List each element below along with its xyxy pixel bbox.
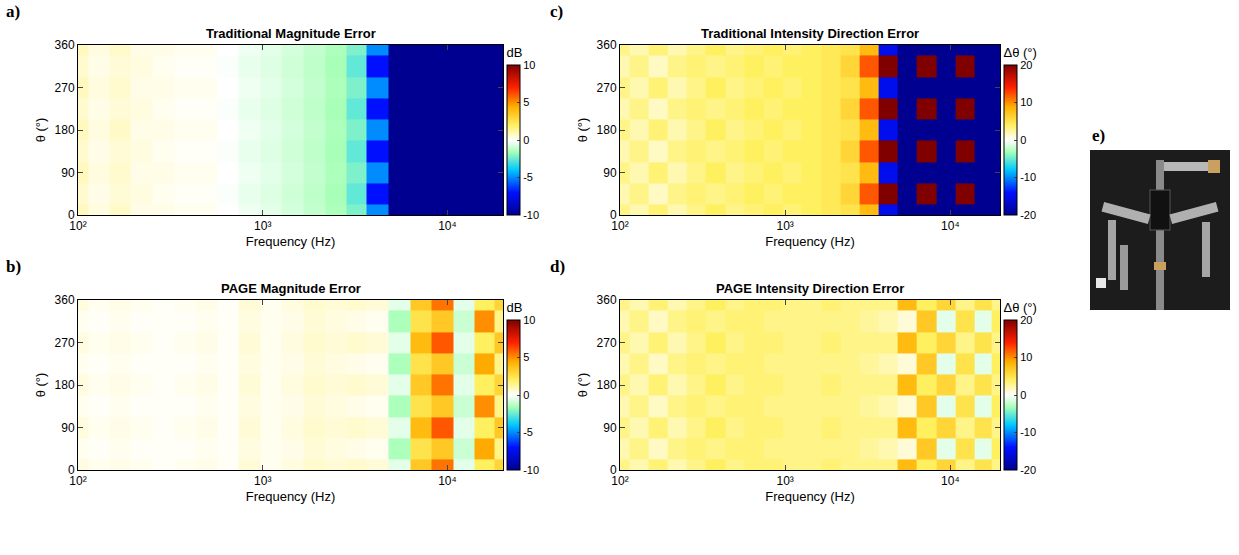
svg-text:0: 0 — [523, 134, 529, 146]
svg-text:Frequency (Hz): Frequency (Hz) — [246, 489, 336, 504]
svg-text:90: 90 — [61, 166, 75, 180]
svg-text:5: 5 — [523, 96, 529, 108]
svg-text:c): c) — [550, 2, 563, 21]
svg-text:-20: -20 — [1020, 209, 1036, 221]
svg-text:10⁴: 10⁴ — [438, 219, 457, 233]
svg-text:10³: 10³ — [776, 219, 793, 233]
svg-text:Traditional Magnitude Error: Traditional Magnitude Error — [206, 26, 376, 41]
svg-text:360: 360 — [597, 38, 617, 52]
svg-text:10: 10 — [1020, 96, 1032, 108]
svg-text:10⁴: 10⁴ — [941, 474, 960, 488]
svg-text:90: 90 — [603, 421, 617, 435]
svg-text:Frequency (Hz): Frequency (Hz) — [765, 234, 855, 249]
svg-text:0: 0 — [1020, 134, 1026, 146]
svg-text:0: 0 — [68, 463, 75, 477]
svg-text:0: 0 — [610, 463, 617, 477]
svg-text:90: 90 — [603, 166, 617, 180]
svg-text:θ (°): θ (°) — [33, 373, 48, 398]
svg-text:-5: -5 — [523, 171, 533, 183]
svg-text:θ (°): θ (°) — [575, 118, 590, 143]
svg-text:360: 360 — [55, 293, 75, 307]
svg-text:0: 0 — [1020, 389, 1026, 401]
svg-text:10²: 10² — [69, 474, 86, 488]
svg-text:Frequency (Hz): Frequency (Hz) — [765, 489, 855, 504]
svg-text:Frequency (Hz): Frequency (Hz) — [246, 234, 336, 249]
svg-text:270: 270 — [55, 336, 75, 350]
svg-text:-10: -10 — [523, 464, 539, 476]
svg-text:PAGE Intensity Direction Error: PAGE Intensity Direction Error — [716, 281, 904, 296]
svg-text:180: 180 — [55, 123, 75, 137]
html-text:e): e) — [1092, 126, 1106, 145]
svg-text:0: 0 — [610, 208, 617, 222]
svg-text:d): d) — [550, 257, 565, 276]
svg-text:dB: dB — [507, 45, 523, 60]
svg-text:20: 20 — [1020, 59, 1032, 71]
svg-text:180: 180 — [597, 378, 617, 392]
svg-text:10⁴: 10⁴ — [438, 474, 457, 488]
svg-text:Δθ (°): Δθ (°) — [1004, 300, 1037, 315]
svg-text:20: 20 — [1020, 314, 1032, 326]
svg-text:10²: 10² — [69, 219, 86, 233]
svg-text:180: 180 — [597, 123, 617, 137]
svg-text:90: 90 — [61, 421, 75, 435]
svg-text:10: 10 — [523, 314, 535, 326]
svg-text:a): a) — [6, 2, 20, 21]
svg-text:270: 270 — [597, 81, 617, 95]
svg-text:-5: -5 — [523, 426, 533, 438]
svg-text:10⁴: 10⁴ — [941, 219, 960, 233]
svg-text:dB: dB — [507, 300, 523, 315]
svg-text:-10: -10 — [523, 209, 539, 221]
svg-text:0: 0 — [523, 389, 529, 401]
svg-text:270: 270 — [55, 81, 75, 95]
svg-text:180: 180 — [55, 378, 75, 392]
svg-text:10³: 10³ — [776, 474, 793, 488]
svg-text:10²: 10² — [611, 474, 628, 488]
svg-text:360: 360 — [55, 38, 75, 52]
svg-text:b): b) — [6, 257, 21, 276]
svg-text:10: 10 — [1020, 351, 1032, 363]
svg-text:10³: 10³ — [254, 474, 271, 488]
svg-text:θ (°): θ (°) — [575, 373, 590, 398]
svg-text:10³: 10³ — [254, 219, 271, 233]
svg-text:270: 270 — [597, 336, 617, 350]
svg-text:-10: -10 — [1020, 171, 1036, 183]
svg-text:Traditional Intensity Directio: Traditional Intensity Direction Error — [701, 26, 919, 41]
svg-text:-10: -10 — [1020, 426, 1036, 438]
svg-text:θ (°): θ (°) — [33, 118, 48, 143]
svg-text:5: 5 — [523, 351, 529, 363]
svg-text:10²: 10² — [611, 219, 628, 233]
svg-text:Δθ (°): Δθ (°) — [1004, 45, 1037, 60]
svg-text:0: 0 — [68, 208, 75, 222]
svg-text:10: 10 — [523, 59, 535, 71]
svg-text:360: 360 — [597, 293, 617, 307]
svg-text:-20: -20 — [1020, 464, 1036, 476]
svg-text:PAGE Magnitude Error: PAGE Magnitude Error — [221, 281, 361, 296]
